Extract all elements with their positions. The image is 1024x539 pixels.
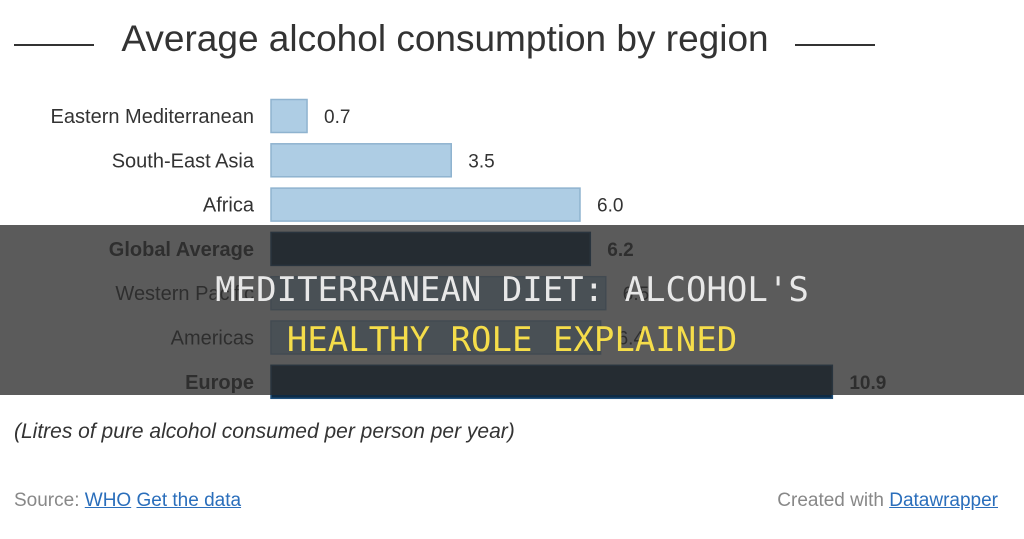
- category-label: South-East Asia: [112, 150, 255, 172]
- source-link[interactable]: WHO: [84, 490, 132, 511]
- bar-africa: [270, 187, 581, 222]
- overlay-band: [0, 225, 1024, 395]
- value-label: 0.7: [324, 107, 350, 128]
- category-label: Eastern Mediterranean: [51, 106, 254, 128]
- title-rule-left: [14, 44, 94, 46]
- category-label: Africa: [203, 195, 255, 217]
- bar-south-east-asia: [270, 143, 452, 178]
- bar-eastern-mediterranean: [270, 98, 308, 134]
- credit-prefix: Created with: [777, 490, 884, 511]
- chart-title: Average alcohol consumption by region: [121, 18, 769, 59]
- overlay-title-line2: HEALTHY ROLE EXPLAINED: [286, 320, 738, 360]
- overlay-title: MEDITERRANEAN DIET: ALCOHOL'S HEALTHY RO…: [0, 265, 1024, 365]
- title-rule-right: [795, 44, 875, 46]
- chart-footnote: (Litres of pure alcohol consumed per per…: [14, 420, 515, 443]
- get-data-link[interactable]: Get the data: [136, 490, 242, 511]
- value-label: 3.5: [468, 151, 494, 172]
- value-label: 6.0: [597, 196, 623, 217]
- source-prefix: Source:: [14, 490, 80, 511]
- overlay-title-line1: MEDITERRANEAN DIET: ALCOHOL'S: [215, 270, 809, 310]
- source-line: Source: WHO Get the data: [14, 490, 241, 512]
- datawrapper-link[interactable]: Datawrapper: [889, 490, 998, 511]
- credit-line: Created with Datawrapper: [777, 490, 998, 512]
